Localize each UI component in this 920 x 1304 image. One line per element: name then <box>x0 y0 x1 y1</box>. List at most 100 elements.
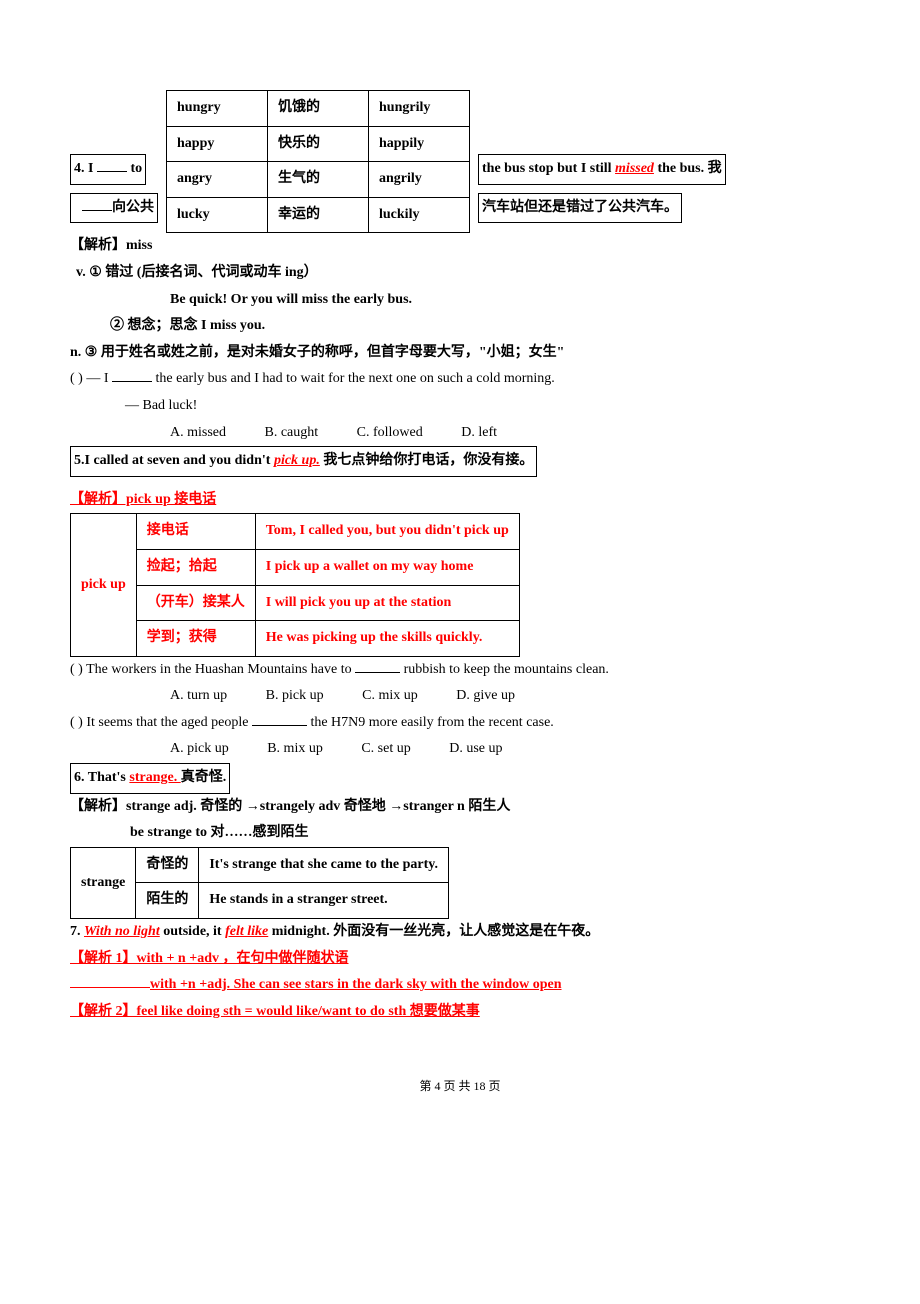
choice-d: D. left <box>461 425 497 440</box>
cell: 生气的 <box>268 162 369 198</box>
miss-line3: n. ③ 用于姓名或姓之前，是对未婚女子的称呼，但首字母要大写，"小姐；女生" <box>70 340 850 367</box>
cell: 快乐的 <box>268 126 369 162</box>
table-row: （开车）接某人 I will pick you up at the statio… <box>71 585 520 621</box>
cell: It's strange that she came to the party. <box>199 847 449 883</box>
cell: 陌生的 <box>136 883 199 919</box>
cell: 捡起；拾起 <box>136 549 255 585</box>
cell: 接电话 <box>136 514 255 550</box>
cell: 学到；获得 <box>136 621 255 657</box>
table-row: 捡起；拾起 I pick up a wallet on my way home <box>71 549 520 585</box>
text: 我七点钟给你打电话，你没有接。 <box>320 453 534 468</box>
choice-d: D. use up <box>449 741 502 756</box>
table-row: pick up 接电话 Tom, I called you, but you d… <box>71 514 520 550</box>
miss-header: 【解析】miss <box>70 233 850 260</box>
text: ( ) — I <box>70 371 112 386</box>
analysis-1: 【解析 1】with + n +adv ，在句中做伴随状语 <box>70 946 850 973</box>
cell: luckily <box>369 197 470 233</box>
miss-line2: ② 想念；思念 I miss you. <box>110 313 850 340</box>
strange-word: strange. <box>129 770 180 785</box>
cell: I pick up a wallet on my way home <box>255 549 519 585</box>
q4-after1: the bus stop but I still <box>482 161 615 176</box>
q7-line: 7. With no light outside, it felt like m… <box>70 919 850 946</box>
cell: （开车）接某人 <box>136 585 255 621</box>
q4-to: to <box>127 161 142 176</box>
q4-box-left-1: 4. I to <box>70 154 146 185</box>
choice-b: B. mix up <box>267 741 323 756</box>
text: ( ) The workers in the Huashan Mountains… <box>70 662 355 677</box>
q4-row: 4. I to 向公共 hungry 饥饿的 hungrily happy 快乐… <box>70 90 850 233</box>
table-row: lucky 幸运的 luckily <box>167 197 470 233</box>
miss-q-stem: ( ) — I the early bus and I had to wait … <box>70 366 850 393</box>
cell: happy <box>167 126 268 162</box>
cell: happily <box>369 126 470 162</box>
q4-box-right-2: 汽车站但还是错过了公共汽车。 <box>478 193 682 224</box>
text: 页 共 <box>440 1079 473 1093</box>
with-no-light: With no light <box>84 924 160 939</box>
analysis-1b: with +n +adj. She can see stars in the d… <box>70 972 850 999</box>
table-row: 学到；获得 He was picking up the skills quick… <box>71 621 520 657</box>
page-total: 18 <box>474 1079 486 1093</box>
choice-c: C. mix up <box>362 688 418 703</box>
text: with +n +adj. She can see stars in the d… <box>150 977 562 992</box>
text: 6. That's <box>74 770 129 785</box>
choice-a: A. turn up <box>170 688 227 703</box>
q5-box: 5.I called at seven and you didn't pick … <box>70 446 537 477</box>
q4-box-right-1: the bus stop but I still missed the bus.… <box>478 154 726 185</box>
cell: 幸运的 <box>268 197 369 233</box>
cell: angrily <box>369 162 470 198</box>
cell: 奇怪的 <box>136 847 199 883</box>
choice-c: C. followed <box>357 425 423 440</box>
q4-i: I <box>88 161 97 176</box>
cell: Tom, I called you, but you didn't pick u… <box>255 514 519 550</box>
text: outside, it <box>160 924 225 939</box>
q4-cn2: 汽车站但还是错过了公共汽车。 <box>482 200 678 215</box>
strange-line2: be strange to 对……感到陌生 <box>130 820 850 847</box>
table-row: happy 快乐的 happily <box>167 126 470 162</box>
text: ( ) It seems that the aged people <box>70 715 252 730</box>
text: 5.I called at seven and you didn't <box>74 453 274 468</box>
text: 7. <box>70 924 84 939</box>
choice-b: B. pick up <box>266 688 324 703</box>
choice-b: B. caught <box>265 425 319 440</box>
miss-line1-ex: Be quick! Or you will miss the early bus… <box>170 287 850 314</box>
q4-num: 4. <box>74 161 85 176</box>
text: midnight. 外面没有一丝光亮，让人感觉这是在午夜。 <box>268 924 599 939</box>
strange-label: strange <box>71 847 136 918</box>
pickup-label: pick up <box>71 514 137 656</box>
pickup-q2-stem: ( ) It seems that the aged people the H7… <box>70 710 850 737</box>
cell: hungry <box>167 91 268 127</box>
text: the early bus and I had to wait for the … <box>152 371 555 386</box>
table-row: hungry 饥饿的 hungrily <box>167 91 470 127</box>
cell: 饥饿的 <box>268 91 369 127</box>
pickup-word: pick up. <box>274 453 320 468</box>
miss-q-reply: — Bad luck! <box>125 393 850 420</box>
cell: He was picking up the skills quickly. <box>255 621 519 657</box>
text: 页 <box>486 1079 501 1093</box>
page-footer: 第 4 页 共 18 页 <box>70 1075 850 1098</box>
q4-missed: missed <box>615 161 654 176</box>
pickup-header: 【解析】pick up 接电话 <box>70 487 850 514</box>
q4-box-left-2: 向公共 <box>70 193 158 224</box>
cell: angry <box>167 162 268 198</box>
miss-line1: v. ① 错过 (后接名词、代词或动车 ing） <box>76 260 850 287</box>
cell: lucky <box>167 197 268 233</box>
choice-a: A. pick up <box>170 741 229 756</box>
q6-box: 6. That's strange. 真奇怪. <box>70 763 230 794</box>
pickup-q1-stem: ( ) The workers in the Huashan Mountains… <box>70 657 850 684</box>
choice-d: D. give up <box>456 688 515 703</box>
text: 真奇怪. <box>181 770 227 785</box>
choice-a: A. missed <box>170 425 226 440</box>
text: 第 <box>419 1079 434 1093</box>
pickup-q2-choices: A. pick up B. mix up C. set up D. use up <box>170 736 850 763</box>
choice-c: C. set up <box>361 741 410 756</box>
q4-aftermissed: the bus. 我 <box>654 161 722 176</box>
pickup-table: pick up 接电话 Tom, I called you, but you d… <box>70 513 520 656</box>
analysis-2: 【解析 2】feel like doing sth = would like/w… <box>70 999 850 1026</box>
pickup-q1-choices: A. turn up B. pick up C. mix up D. give … <box>170 683 850 710</box>
adj-table: hungry 饥饿的 hungrily happy 快乐的 happily an… <box>166 90 470 233</box>
miss-q-choices: A. missed B. caught C. followed D. left <box>170 420 850 447</box>
cell: I will pick you up at the station <box>255 585 519 621</box>
table-row: strange 奇怪的 It's strange that she came t… <box>71 847 449 883</box>
table-row: angry 生气的 angrily <box>167 162 470 198</box>
q4-cn1: 向公共 <box>112 200 154 215</box>
